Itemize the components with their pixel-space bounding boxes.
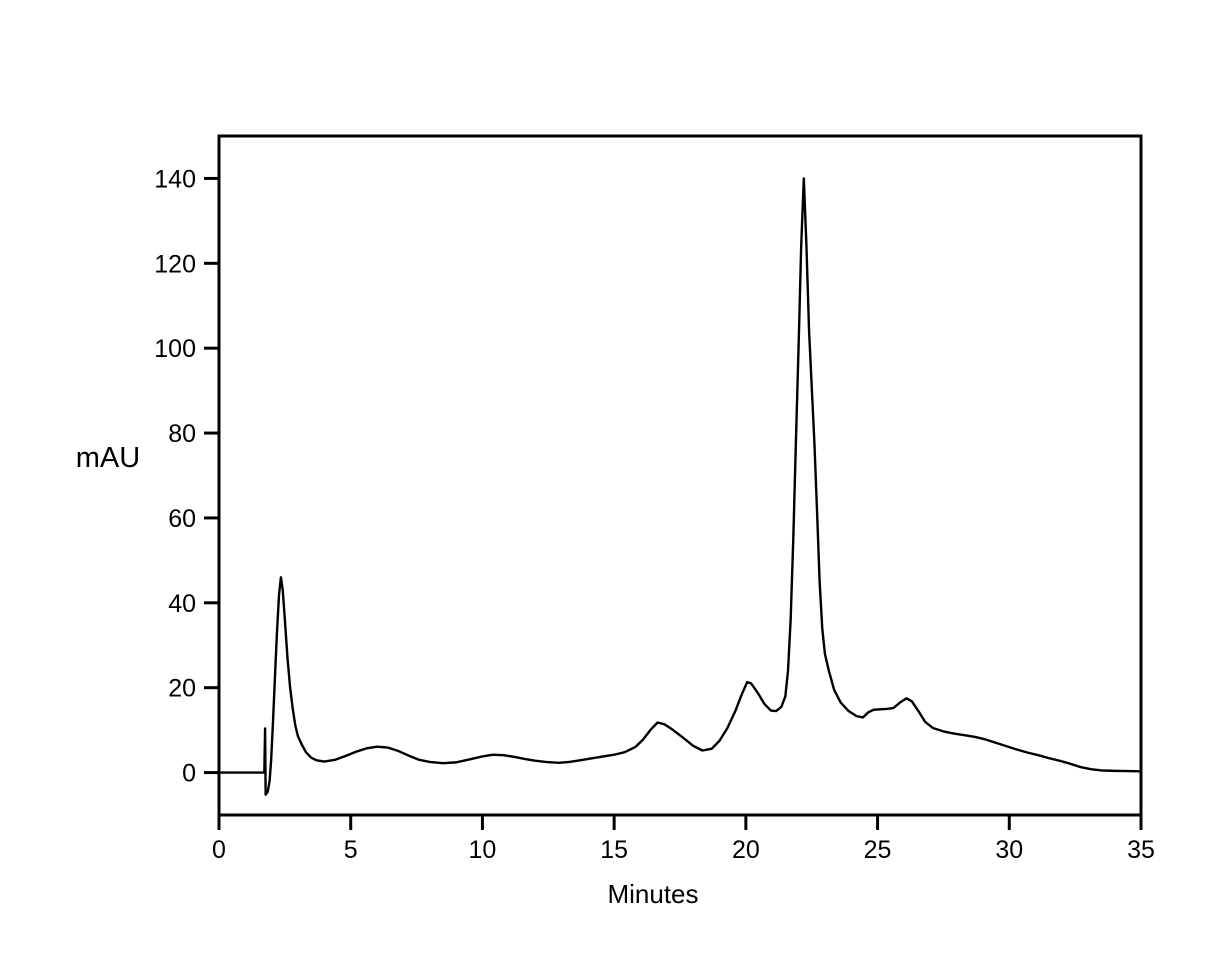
x-tick-label: 0: [212, 836, 226, 864]
x-tick-label: 25: [864, 836, 892, 864]
y-axis-title: mAU: [76, 442, 140, 474]
y-tick-label: 140: [154, 165, 196, 193]
x-tick-label: 35: [1127, 836, 1155, 864]
x-tick-label: 30: [995, 836, 1023, 864]
y-tick-label: 100: [154, 335, 196, 363]
y-tick-label: 80: [168, 420, 196, 448]
y-tick-label: 60: [168, 505, 196, 533]
x-tick-label: 5: [344, 836, 358, 864]
y-tick-label: 20: [168, 675, 196, 703]
x-tick-label: 15: [600, 836, 628, 864]
plot-frame: [217, 134, 1143, 817]
y-tick-label: 0: [182, 760, 196, 788]
y-tick-label: 40: [168, 590, 196, 618]
trace-uv-absorbance-trace: [217, 177, 1143, 796]
y-tick-label: 120: [154, 250, 196, 278]
x-tick-label: 10: [469, 836, 497, 864]
x-axis-title: Minutes: [607, 879, 698, 909]
x-tick-label: 20: [732, 836, 760, 864]
